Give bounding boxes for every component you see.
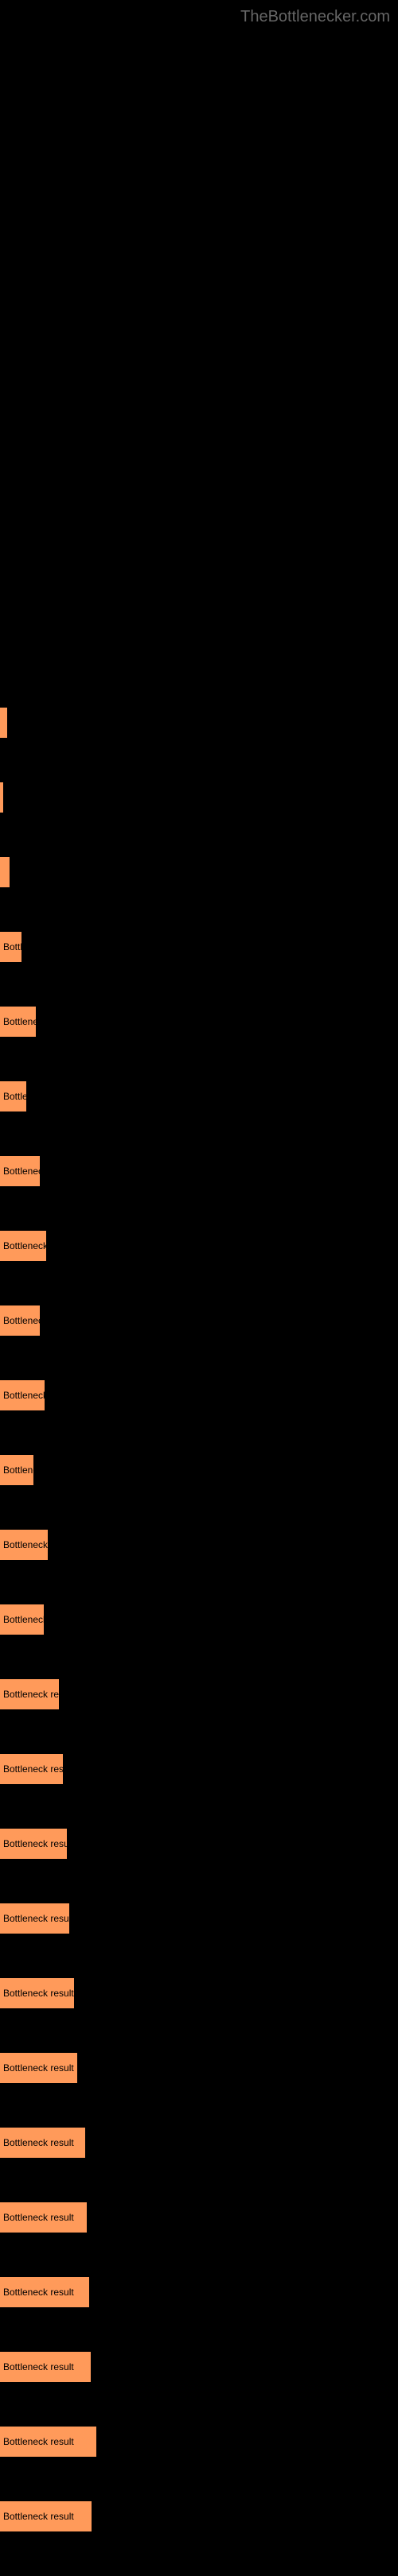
bar-row: Bottleneck result <box>0 2277 398 2307</box>
chart-bar: Bottleneck result <box>0 1829 67 1859</box>
bar-label: Bottle <box>3 941 28 952</box>
chart-bar <box>0 708 7 738</box>
bar-label: Bottleneck result <box>3 2361 74 2372</box>
bar-row: Bottleneck r <box>0 1156 398 1186</box>
chart-bar: Bottleneck resu <box>0 1231 46 1261</box>
bar-row: Bottleneck result <box>0 2128 398 2158</box>
bar-row: Bottleneck result <box>0 1829 398 1859</box>
bar-row: Bottlen <box>0 1081 398 1111</box>
bar-row: Bottleneck result <box>0 1754 398 1784</box>
chart-bar: Bottleneck resu <box>0 1530 48 1560</box>
chart-bar: Bottlen <box>0 1081 26 1111</box>
chart-bar: Bottleneck result <box>0 2202 87 2233</box>
bar-label: Bottleneck <box>3 1016 48 1027</box>
bar-row <box>0 782 398 813</box>
bar-row: Bottleneck result <box>0 1679 398 1709</box>
bar-label: Bottleneck result <box>3 1913 74 1924</box>
chart-bar: Bottleneck result <box>0 2277 89 2307</box>
chart-bar: Bottlenec <box>0 1455 33 1485</box>
bar-row: Bottleneck result <box>0 1978 398 2008</box>
bar-label: Bottleneck resu <box>3 1240 69 1251</box>
chart-bar: Bottleneck result <box>0 2501 92 2531</box>
bar-row: Bottleneck result <box>0 1903 398 1934</box>
bar-label: Bottleneck resu <box>3 1539 69 1550</box>
chart-bar: Bottleneck result <box>0 1903 69 1934</box>
bar-row: Bottleneck <box>0 1007 398 1037</box>
bar-label: Bottleneck result <box>3 1763 74 1775</box>
chart-bar: Bottleneck result <box>0 1754 63 1784</box>
chart-bar: Bottleneck r <box>0 1156 40 1186</box>
chart-bar: Bottleneck result <box>0 2427 96 2457</box>
bar-row: Bottleneck resu <box>0 1231 398 1261</box>
chart-bar: Bottleneck result <box>0 1978 74 2008</box>
bar-label: Bottleneck result <box>3 2511 74 2522</box>
chart-bar: Bottleneck result <box>0 1679 59 1709</box>
bar-label: Bottleneck result <box>3 2137 74 2148</box>
bar-label: Bottleneck result <box>3 2436 74 2447</box>
bar-row: Bottleneck result <box>0 2352 398 2382</box>
bar-row: Bottleneck re <box>0 1380 398 1410</box>
bar-row: Bottleneck resu <box>0 1530 398 1560</box>
bar-label: Bottleneck result <box>3 2212 74 2223</box>
chart-bar: Bottleneck re <box>0 1604 44 1635</box>
chart-bar: Bottle <box>0 932 21 962</box>
bar-label: Bottleneck r <box>3 1166 53 1177</box>
bar-label: Bottleneck re <box>3 1614 59 1625</box>
bar-row: Bottleneck r <box>0 1305 398 1336</box>
bar-row <box>0 857 398 887</box>
bar-row: Bottle <box>0 932 398 962</box>
chart-bar: Bottleneck result <box>0 2128 85 2158</box>
bar-label: Bottlen <box>3 1091 33 1102</box>
bar-row: Bottleneck result <box>0 2053 398 2083</box>
bar-row: Bottleneck re <box>0 1604 398 1635</box>
chart-bar: Bottleneck r <box>0 1305 40 1336</box>
bar-label: Bottlenec <box>3 1465 43 1476</box>
top-spacer <box>0 0 398 708</box>
bar-label: Bottleneck r <box>3 1315 53 1326</box>
chart-bar: Bottleneck result <box>0 2352 91 2382</box>
bar-label: Bottleneck result <box>3 1988 74 1999</box>
bar-label: Bottleneck result <box>3 1689 74 1700</box>
chart-bar: Bottleneck result <box>0 2053 77 2083</box>
bar-row <box>0 708 398 738</box>
chart-bar <box>0 782 3 813</box>
bar-label: Bottleneck result <box>3 2062 74 2074</box>
bar-row: Bottleneck result <box>0 2202 398 2233</box>
chart-bar: Bottleneck <box>0 1007 36 1037</box>
bar-label: Bottleneck re <box>3 1390 59 1401</box>
chart-bar: Bottleneck re <box>0 1380 45 1410</box>
bar-row: Bottleneck result <box>0 2427 398 2457</box>
bar-row: Bottleneck result <box>0 2501 398 2531</box>
bar-label: Bottleneck result <box>3 1838 74 1849</box>
chart-bar <box>0 857 10 887</box>
bar-row: Bottlenec <box>0 1455 398 1485</box>
bar-label: Bottleneck result <box>3 2287 74 2298</box>
bar-chart: BottleBottleneckBottlenBottleneck rBottl… <box>0 708 398 2531</box>
watermark-text: TheBottlenecker.com <box>240 8 390 26</box>
